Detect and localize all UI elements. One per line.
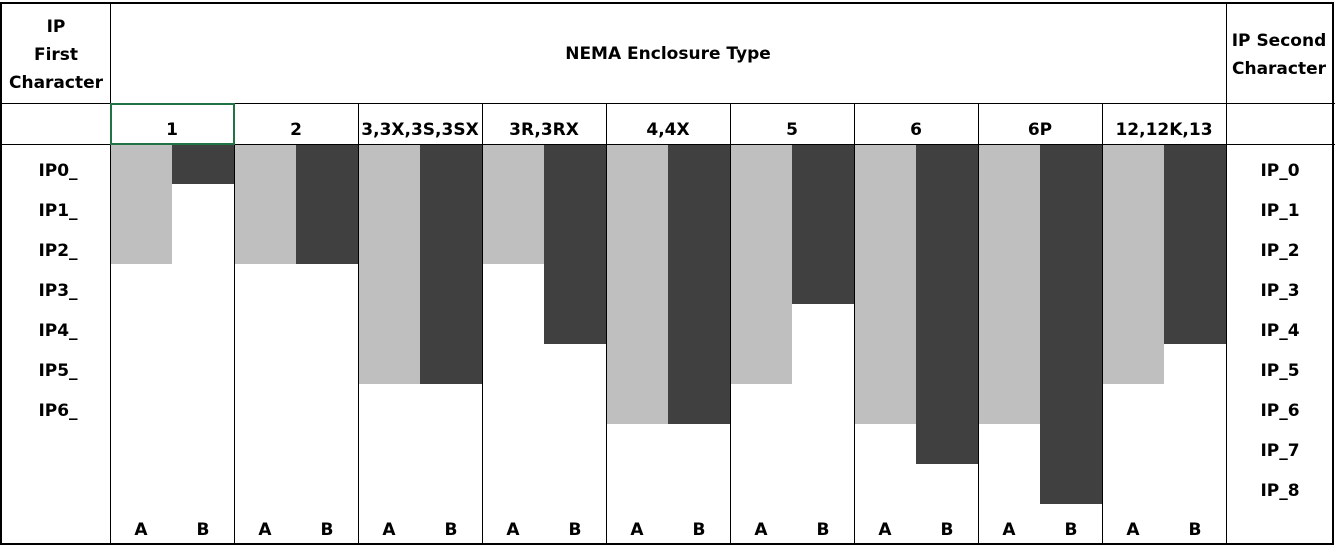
enclosure-name: 6: [910, 120, 922, 140]
first-char-bar: [606, 144, 668, 424]
left-header: IP: [47, 17, 66, 37]
enclosure-name: 1: [166, 120, 178, 140]
second-char-label: IP_4: [1260, 321, 1299, 341]
subcolumn-label: A: [754, 520, 768, 540]
second-char-label: IP_1: [1260, 201, 1299, 221]
enclosure-name: 12,12K,13: [1115, 120, 1212, 140]
second-char-bar: [544, 144, 606, 344]
enclosure-name: 2: [290, 120, 302, 140]
title: NEMA Enclosure Type: [565, 44, 771, 64]
left-header: First: [34, 45, 78, 65]
second-char-bar: [296, 144, 358, 264]
subcolumn-label: A: [1126, 520, 1140, 540]
second-char-label: IP_5: [1260, 361, 1299, 381]
subcolumn-label: B: [1189, 520, 1202, 540]
first-char-bar: [1102, 144, 1164, 384]
second-char-bar: [1040, 144, 1102, 504]
subcolumn-label: B: [1065, 520, 1078, 540]
first-char-label: IP4_: [38, 321, 78, 341]
second-char-bar: [792, 144, 854, 304]
first-char-label: IP2_: [38, 241, 78, 261]
first-char-label: IP1_: [38, 201, 78, 221]
subcolumn-label: A: [878, 520, 892, 540]
second-char-bar: [916, 144, 978, 464]
right-header: Character: [1232, 59, 1327, 79]
second-char-label: IP_3: [1260, 281, 1299, 301]
enclosure-name: 6P: [1028, 120, 1052, 140]
selected-cell: [110, 103, 235, 145]
second-char-bar: [172, 144, 234, 184]
enclosure-name: 3R,3RX: [509, 120, 579, 140]
second-char-label: IP_0: [1260, 161, 1299, 181]
first-char-label: IP3_: [38, 281, 78, 301]
subcolumn-label: A: [630, 520, 644, 540]
subcolumn-label: A: [506, 520, 520, 540]
enclosure-name: 4,4X: [646, 120, 689, 140]
enclosure-name: 3,3X,3S,3SX: [361, 120, 478, 140]
second-char-label: IP_6: [1260, 401, 1299, 421]
subcolumn-label: A: [382, 520, 396, 540]
right-header: IP Second: [1232, 31, 1327, 51]
first-char-label: IP0_: [38, 161, 78, 181]
second-char-label: IP_7: [1260, 441, 1299, 461]
first-char-label: IP5_: [38, 361, 78, 381]
second-char-bar: [420, 144, 482, 384]
left-header: Character: [9, 73, 104, 93]
enclosure-name: 5: [786, 120, 798, 140]
first-char-bar: [978, 144, 1040, 424]
first-char-bar: [482, 144, 544, 264]
first-char-bar: [358, 144, 420, 384]
first-char-bar: [854, 144, 916, 424]
subcolumn-label: B: [445, 520, 458, 540]
subcolumn-label: B: [569, 520, 582, 540]
first-char-bar: [234, 144, 296, 264]
second-char-label: IP_8: [1260, 481, 1299, 501]
subcolumn-label: A: [258, 520, 272, 540]
subcolumn-label: B: [941, 520, 954, 540]
first-char-bar: [110, 144, 172, 264]
subcolumn-label: B: [197, 520, 210, 540]
subcolumn-label: B: [817, 520, 830, 540]
subcolumn-label: A: [1002, 520, 1016, 540]
first-char-label: IP6_: [38, 401, 78, 421]
second-char-bar: [1164, 144, 1226, 344]
subcolumn-label: B: [693, 520, 706, 540]
subcolumn-label: B: [321, 520, 334, 540]
second-char-label: IP_2: [1260, 241, 1299, 261]
subcolumn-label: A: [134, 520, 148, 540]
second-char-bar: [668, 144, 730, 424]
first-char-bar: [730, 144, 792, 384]
